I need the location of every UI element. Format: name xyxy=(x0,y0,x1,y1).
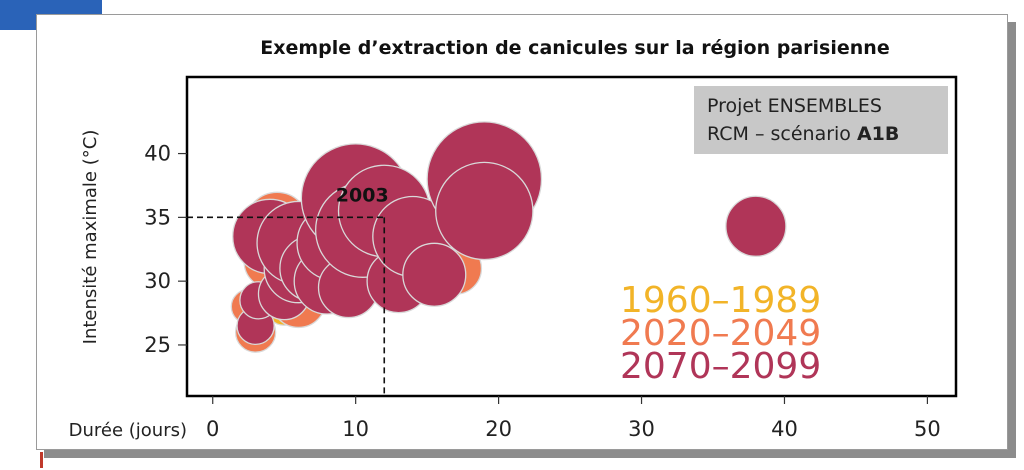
info-box-line2: RCM – scénario A1B xyxy=(707,123,899,145)
x-tick-label-30: 30 xyxy=(628,417,655,441)
plot-frame xyxy=(185,75,958,398)
legend-entry-1: 2020–2049 xyxy=(620,313,821,354)
y-tick-label-40: 40 xyxy=(144,142,171,166)
info-box-line2-prefix: RCM – scénario xyxy=(707,123,857,145)
annotation-2003: 2003 xyxy=(187,184,389,396)
x-tick-label-10: 10 xyxy=(342,417,369,441)
info-box: Projet ENSEMBLES RCM – scénario A1B xyxy=(694,86,948,154)
bubble-2-17 xyxy=(435,161,534,261)
x-tick-label-0: 0 xyxy=(206,417,219,441)
x-tick-label-50: 50 xyxy=(914,417,941,441)
left-rule xyxy=(40,452,43,468)
info-box-line2-bold: A1B xyxy=(857,123,899,145)
chart-title: Exemple d’extraction de canicules sur la… xyxy=(260,37,889,59)
y-tick-label-35: 35 xyxy=(144,205,171,229)
legend-entry-2: 2070–2099 xyxy=(620,346,821,387)
y-axis-label: Intensité maximale (°C) xyxy=(80,130,101,345)
x-axis-ticks: 0 10 20 30 40 50 xyxy=(206,396,941,441)
x-tick-label-40: 40 xyxy=(771,417,798,441)
x-tick-label-20: 20 xyxy=(485,417,512,441)
y-tick-label-25: 25 xyxy=(144,333,171,357)
bubble-2-18 xyxy=(725,195,787,257)
y-axis-ticks: 25 30 35 40 xyxy=(144,142,187,357)
bubble-2-15 xyxy=(402,242,467,307)
y-tick-label-30: 30 xyxy=(144,269,171,293)
info-box-line1: Projet ENSEMBLES xyxy=(707,95,882,117)
x-axis-label: Durée (jours) xyxy=(69,420,187,441)
info-box-background xyxy=(694,86,948,154)
legend-entry-0: 1960–1989 xyxy=(620,280,821,321)
annotation-label: 2003 xyxy=(336,184,389,206)
